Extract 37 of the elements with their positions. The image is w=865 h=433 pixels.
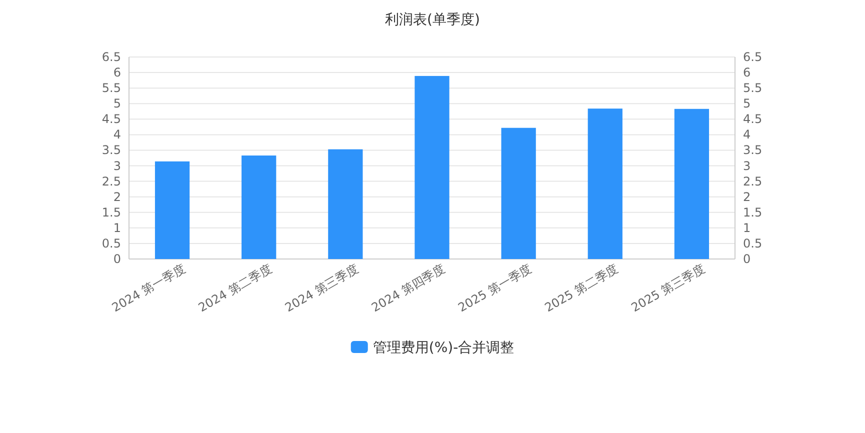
y-tick-label: 4.5 bbox=[102, 112, 121, 126]
y-tick-label: 2.5 bbox=[102, 174, 121, 188]
y-tick-label: 3 bbox=[113, 158, 121, 173]
bar bbox=[674, 108, 710, 259]
bar bbox=[154, 161, 190, 259]
y-tick-label: 4 bbox=[113, 128, 121, 142]
y2-tick-label: 3 bbox=[743, 158, 751, 173]
y2-tick-label: 2.5 bbox=[743, 174, 762, 188]
y2-tick-label: 5 bbox=[743, 96, 751, 111]
y2-tick-label: 4 bbox=[743, 128, 751, 142]
bar bbox=[588, 108, 622, 259]
legend-label: 管理费用(%)-合并调整 bbox=[372, 340, 514, 356]
y2-tick-label: 0.5 bbox=[743, 236, 762, 250]
y2-tick-label: 2 bbox=[743, 190, 751, 204]
y2-tick-label: 6.5 bbox=[743, 50, 762, 64]
y-tick-label: 6.5 bbox=[102, 50, 121, 64]
y2-tick-label: 3.5 bbox=[743, 143, 762, 158]
y-tick-label: 1.5 bbox=[102, 205, 121, 220]
bar bbox=[242, 156, 276, 259]
y2-tick-label: 0 bbox=[743, 252, 751, 266]
y-tick-label: 6 bbox=[113, 66, 121, 80]
y-tick-label: 5.5 bbox=[102, 81, 121, 96]
bar bbox=[328, 149, 363, 259]
y2-tick-label: 1 bbox=[743, 220, 751, 235]
y2-tick-label: 5.5 bbox=[743, 81, 762, 96]
y2-tick-label: 1.5 bbox=[743, 205, 762, 220]
y-tick-label: 0.5 bbox=[102, 236, 121, 250]
y2-tick-label: 4.5 bbox=[743, 112, 762, 126]
y-tick-label: 2 bbox=[113, 190, 121, 204]
y-tick-label: 0 bbox=[113, 252, 121, 266]
chart-title: 利润表(单季度) bbox=[385, 12, 480, 28]
y-tick-label: 1 bbox=[113, 220, 121, 235]
bar bbox=[414, 76, 450, 259]
bar bbox=[501, 128, 536, 259]
y-tick-label: 3.5 bbox=[102, 143, 121, 158]
y2-tick-label: 6 bbox=[743, 66, 751, 80]
y-tick-label: 5 bbox=[113, 96, 121, 111]
